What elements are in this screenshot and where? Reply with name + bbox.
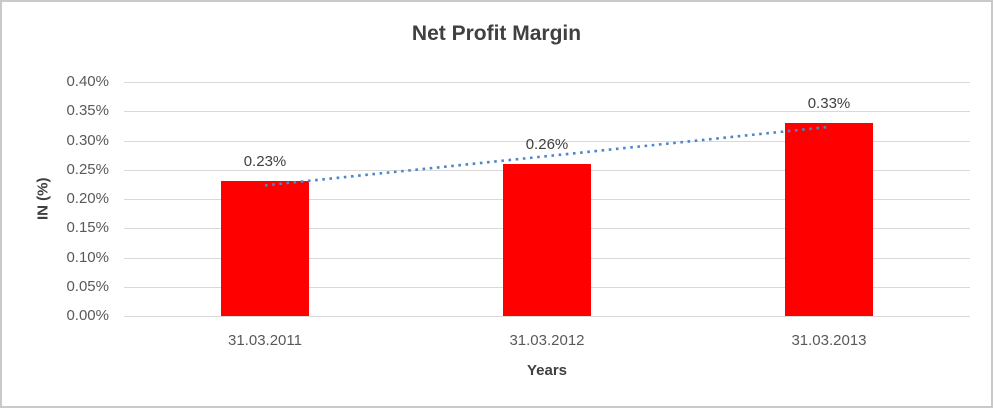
y-tick-label: 0.25%: [66, 160, 109, 178]
plot-area: 0.23% 0.26% 0.33%: [124, 82, 970, 317]
bar: [785, 122, 873, 316]
trendline-path: [264, 125, 830, 187]
data-label: 0.23%: [243, 153, 287, 171]
data-label: 0.26%: [525, 135, 569, 153]
x-tick-label: 31.03.2012: [509, 332, 585, 349]
y-tick-label: 0.40%: [66, 73, 109, 90]
y-tick-label: 0.15%: [66, 219, 109, 237]
y-tick-label: 0.30%: [66, 131, 109, 149]
y-tick-label: 0.35%: [66, 102, 109, 120]
gridline: [124, 111, 970, 113]
x-axis-line: [124, 316, 970, 317]
y-tick-label: 0.00%: [66, 307, 109, 324]
x-axis-title: Years: [526, 362, 568, 379]
bar: [221, 181, 309, 316]
y-tick-label: 0.10%: [66, 248, 109, 266]
y-tick-label: 0.20%: [66, 190, 109, 207]
x-tick-label: 31.03.2011: [228, 332, 302, 349]
trendline: [264, 125, 830, 187]
chart-title: Net Profit Margin: [411, 22, 582, 45]
bar: [503, 163, 591, 316]
x-tick-label: 31.03.2013: [791, 332, 867, 349]
y-tick-label: 0.05%: [66, 277, 109, 295]
data-label: 0.33%: [807, 94, 851, 112]
gridline: [124, 140, 970, 142]
gridline: [124, 82, 970, 83]
